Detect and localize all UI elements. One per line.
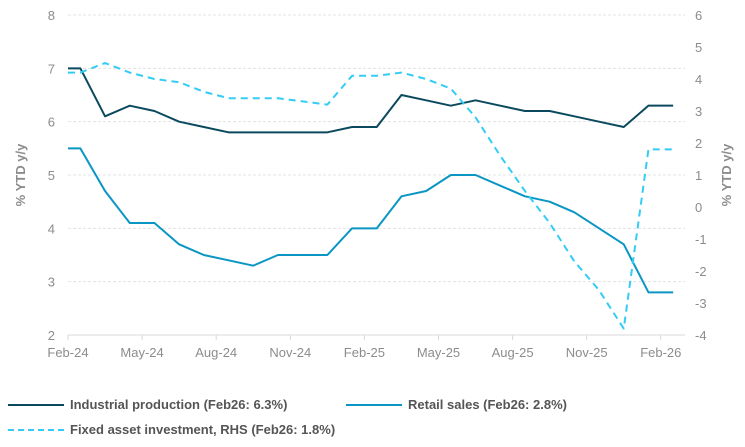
y2-tick-label: 6	[695, 8, 702, 23]
x-tick-label: Aug-24	[195, 345, 237, 360]
x-tick-label: Feb-24	[47, 345, 88, 360]
series-lines	[68, 62, 674, 330]
legend-swatch	[346, 403, 402, 406]
y-axis-left: 2 3 4 5 6 7 8	[48, 8, 55, 343]
legend-item-retail-sales: Retail sales (Feb26: 2.8%)	[346, 397, 567, 412]
y2-tick-label: 4	[695, 72, 702, 87]
series-line-2	[68, 62, 674, 330]
legend-label: Retail sales (Feb26: 2.8%)	[408, 397, 567, 412]
legend-swatch	[8, 428, 64, 431]
y-tick-label: 6	[48, 115, 55, 130]
y2-tick-label: -1	[695, 232, 707, 247]
series-line-1	[68, 147, 674, 294]
y2-tick-label: 5	[695, 40, 702, 55]
series-line-0	[68, 67, 674, 134]
y-axis-right: -4 -3 -2 -1 0 1 2 3 4 5 6	[695, 8, 707, 343]
y2-tick-label: 3	[695, 104, 702, 119]
y2-tick-label: 0	[695, 200, 702, 215]
x-tick-label: Nov-24	[269, 345, 311, 360]
x-tick-label: May-24	[120, 345, 163, 360]
x-tick-label: Feb-25	[344, 345, 385, 360]
y-tick-label: 4	[48, 221, 55, 236]
legend-item-fixed-asset-investment: Fixed asset investment, RHS (Feb26: 1.8%…	[8, 422, 335, 437]
y2-tick-label: -3	[695, 296, 707, 311]
y-tick-label: 2	[48, 328, 55, 343]
x-axis: Feb-24 May-24 Aug-24 Nov-24 Feb-25 May-25 Aug-…	[47, 334, 685, 360]
y2-tick-label: 2	[695, 136, 702, 151]
legend-label: Fixed asset investment, RHS (Feb26: 1.8%…	[70, 422, 336, 437]
y-tick-label: 3	[48, 275, 55, 290]
legend-swatch	[8, 403, 64, 406]
x-tick-label: Feb-26	[640, 345, 681, 360]
y-tick-label: 7	[48, 61, 55, 76]
gridlines	[68, 14, 685, 283]
x-tick-label: Aug-25	[492, 345, 534, 360]
y-tick-label: 5	[48, 168, 55, 183]
legend-label: Industrial production (Feb26: 6.3%)	[70, 397, 288, 412]
x-tick-label: May-25	[417, 345, 460, 360]
y2-tick-label: -2	[695, 264, 707, 279]
y-axis-label-left: % YTD y/y	[13, 143, 28, 206]
y2-tick-label: 1	[695, 168, 702, 183]
legend-item-industrial-production: Industrial production (Feb26: 6.3%)	[8, 397, 287, 412]
x-tick-label: Nov-25	[566, 345, 608, 360]
y2-tick-label: -4	[695, 328, 707, 343]
y-tick-label: 8	[48, 8, 55, 23]
y-axis-label-right: % YTD y/y	[719, 143, 734, 206]
